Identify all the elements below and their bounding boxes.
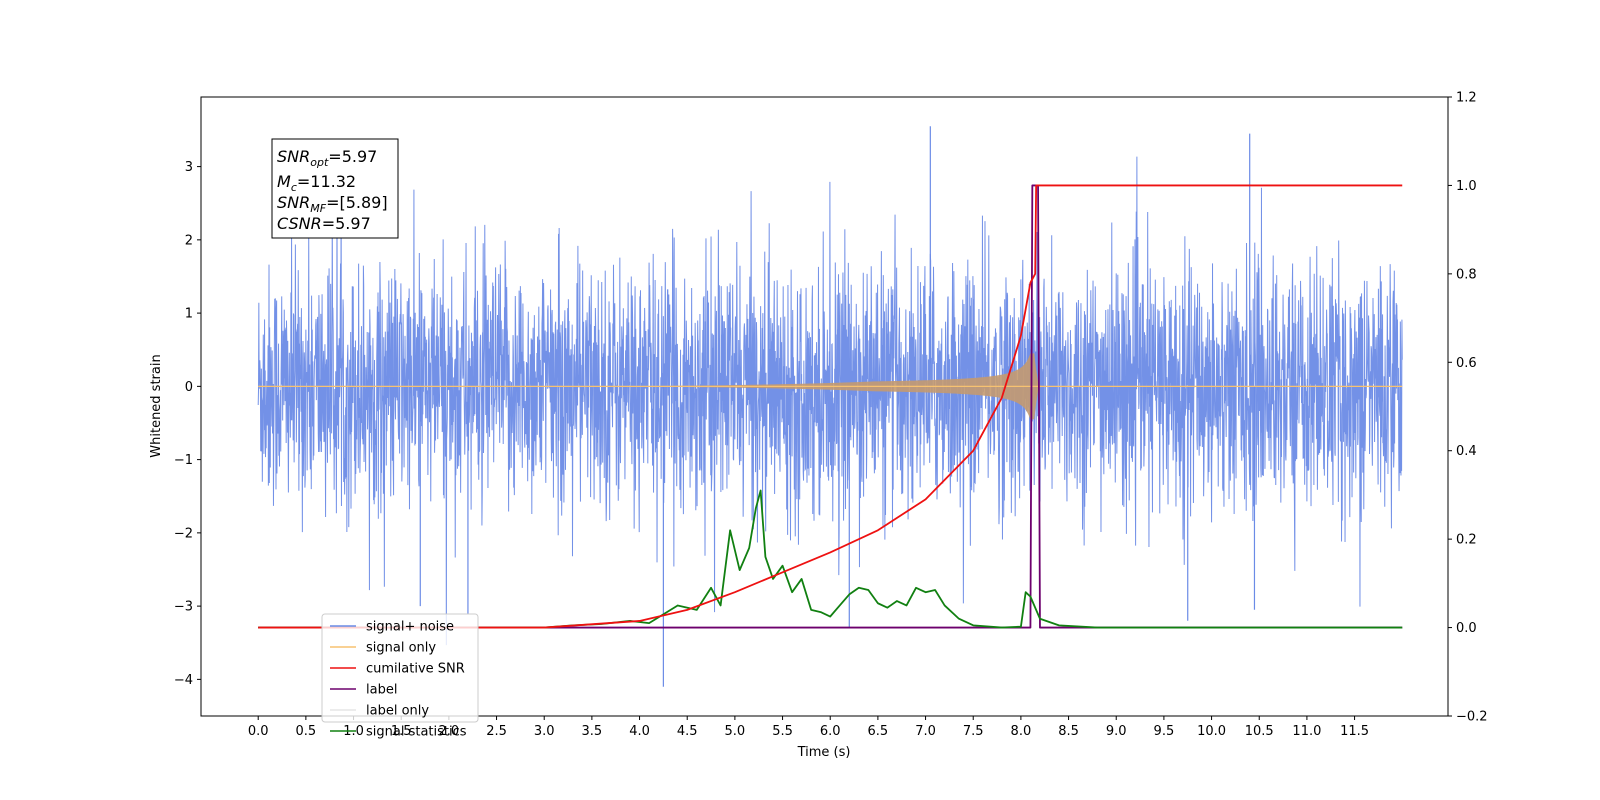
y-tick-label: 3 xyxy=(185,160,193,175)
x-tick-label: 5.5 xyxy=(772,724,793,739)
x-tick-label: 9.0 xyxy=(1106,724,1127,739)
legend-label: signal+ noise xyxy=(366,620,454,635)
x-tick-label: 3.5 xyxy=(582,724,603,739)
y2-tick-label: 1.2 xyxy=(1456,91,1477,106)
x-tick-label: 10.0 xyxy=(1197,724,1226,739)
series-signal-statistics xyxy=(258,489,1403,629)
y2-tick-label: 0.8 xyxy=(1456,267,1477,282)
x-tick-label: 2.0 xyxy=(439,724,460,739)
x-axis-label: Time (s) xyxy=(797,745,851,760)
x-tick-label: 1.5 xyxy=(391,724,412,739)
x-tick-label: 5.0 xyxy=(725,724,746,739)
y-tick-label: −2 xyxy=(174,526,193,541)
annotation-frame xyxy=(271,138,399,239)
annotation-csnr: CSNR=5.97 xyxy=(277,214,371,233)
y2-tick-label: 1.0 xyxy=(1456,179,1477,194)
y-tick-label: −3 xyxy=(174,600,193,615)
axes-frame xyxy=(200,96,1449,717)
y2-tick-label: 0.6 xyxy=(1456,356,1477,371)
legend-label: label only xyxy=(366,704,429,719)
x-tick-label: 2.5 xyxy=(486,724,507,739)
x-tick-label: 8.5 xyxy=(1058,724,1079,739)
x-tick-label: 0.0 xyxy=(248,724,269,739)
y2-tick-label: −0.2 xyxy=(1456,710,1488,725)
x-tick-label: 7.5 xyxy=(963,724,984,739)
legend-label: label xyxy=(366,683,397,698)
series-cumilative-snr xyxy=(258,184,1403,629)
y2-tick-label: 0.4 xyxy=(1456,444,1477,459)
x-tick-label: 7.0 xyxy=(915,724,936,739)
x-axis: 0.0 0.5 1.0 1.5 2.0 2.5 3.0 3.5 4.0 4.5 5.0 5.5 6.0 6… xyxy=(248,716,1369,739)
x-tick-label: 6.5 xyxy=(868,724,889,739)
x-tick-label: 10.5 xyxy=(1245,724,1274,739)
x-tick-label: 4.5 xyxy=(677,724,698,739)
x-tick-label: 9.5 xyxy=(1154,724,1175,739)
y-tick-label: 0 xyxy=(185,380,193,395)
y-axis-right: −0.2 0.0 0.2 0.4 0.6 0.8 1.0 1.2 xyxy=(1448,91,1488,725)
annotation-mc: Mc=11.32 xyxy=(277,172,356,194)
legend-label: signal only xyxy=(366,641,436,656)
y-axis-label: Whitened strain xyxy=(149,354,164,457)
y-tick-label: 1 xyxy=(185,307,193,322)
x-tick-label: 0.5 xyxy=(296,724,317,739)
annotation-snr-opt: SNRopt=5.97 xyxy=(277,147,377,169)
legend-label: cumilative SNR xyxy=(366,662,465,677)
y2-tick-label: 0.0 xyxy=(1456,621,1477,636)
x-tick-label: 11.0 xyxy=(1292,724,1321,739)
annotation-box: SNRopt=5.97 Mc=11.32 SNRMF=[5.89] CSNR=5… xyxy=(271,138,399,239)
plot-area xyxy=(257,126,1403,687)
x-tick-label: 6.0 xyxy=(820,724,841,739)
y-tick-label: −4 xyxy=(174,673,193,688)
legend-label: signal statistics xyxy=(366,725,467,740)
legend: signal+ noise signal only cumilative SNR la… xyxy=(321,613,479,740)
y-tick-label: −1 xyxy=(174,453,193,468)
legend-frame xyxy=(321,613,479,723)
x-tick-label: 4.0 xyxy=(629,724,650,739)
y2-tick-label: 0.2 xyxy=(1456,533,1477,548)
y-tick-label: 2 xyxy=(185,233,193,248)
y-axis-left: −4 −3 −2 −1 0 1 2 3 xyxy=(174,160,201,688)
x-tick-label: 11.5 xyxy=(1340,724,1369,739)
annotation-snr-mf: SNRMF=[5.89] xyxy=(277,193,388,215)
x-tick-label: 3.0 xyxy=(534,724,555,739)
x-tick-label: 8.0 xyxy=(1011,724,1032,739)
